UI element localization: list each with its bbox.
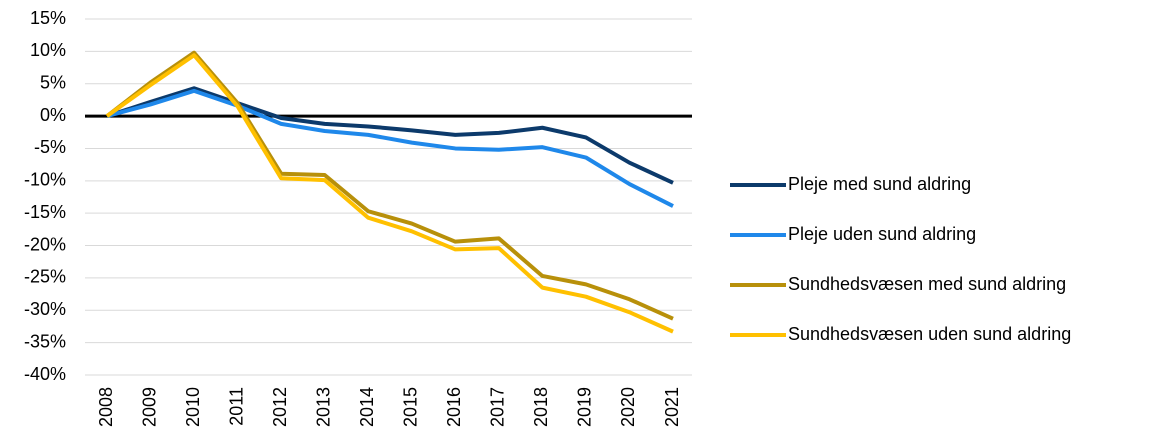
x-tick-label: 2018	[531, 387, 551, 427]
y-tick-label: -30%	[24, 299, 66, 319]
x-tick-label: 2014	[357, 387, 377, 427]
y-tick-label: -20%	[24, 234, 66, 254]
x-tick-label: 2009	[139, 387, 159, 427]
x-tick-label: 2016	[444, 387, 464, 427]
y-tick-label: -5%	[34, 137, 66, 157]
x-tick-label: 2008	[96, 387, 116, 427]
x-tick-label: 2015	[401, 387, 421, 427]
legend-label: Sundhedsvæsen uden sund aldring	[788, 324, 1071, 344]
x-tick-label: 2011	[226, 387, 246, 426]
y-tick-label: -35%	[24, 331, 66, 351]
y-tick-label: 10%	[30, 40, 66, 60]
y-tick-label: -10%	[24, 170, 66, 190]
y-tick-label: 15%	[30, 8, 66, 28]
legend-label: Pleje uden sund aldring	[788, 224, 976, 244]
x-tick-label: 2012	[270, 387, 290, 427]
y-tick-label: -40%	[24, 364, 66, 384]
y-tick-label: -25%	[24, 267, 66, 287]
x-tick-label: 2017	[488, 387, 508, 427]
x-tick-label: 2020	[618, 387, 638, 427]
series-line	[105, 53, 674, 334]
legend-label: Pleje med sund aldring	[788, 174, 971, 194]
x-tick-label: 2013	[313, 387, 333, 427]
y-tick-label: 5%	[40, 72, 66, 92]
y-tick-label: -15%	[24, 202, 66, 222]
x-tick-label: 2010	[183, 387, 203, 427]
x-tick-label: 2019	[575, 387, 595, 427]
series-line	[106, 86, 674, 185]
legend-label: Sundhedsvæsen med sund aldring	[788, 274, 1066, 294]
y-tick-label: 0%	[40, 105, 66, 125]
x-tick-label: 2021	[662, 387, 682, 427]
series-line	[106, 88, 674, 208]
